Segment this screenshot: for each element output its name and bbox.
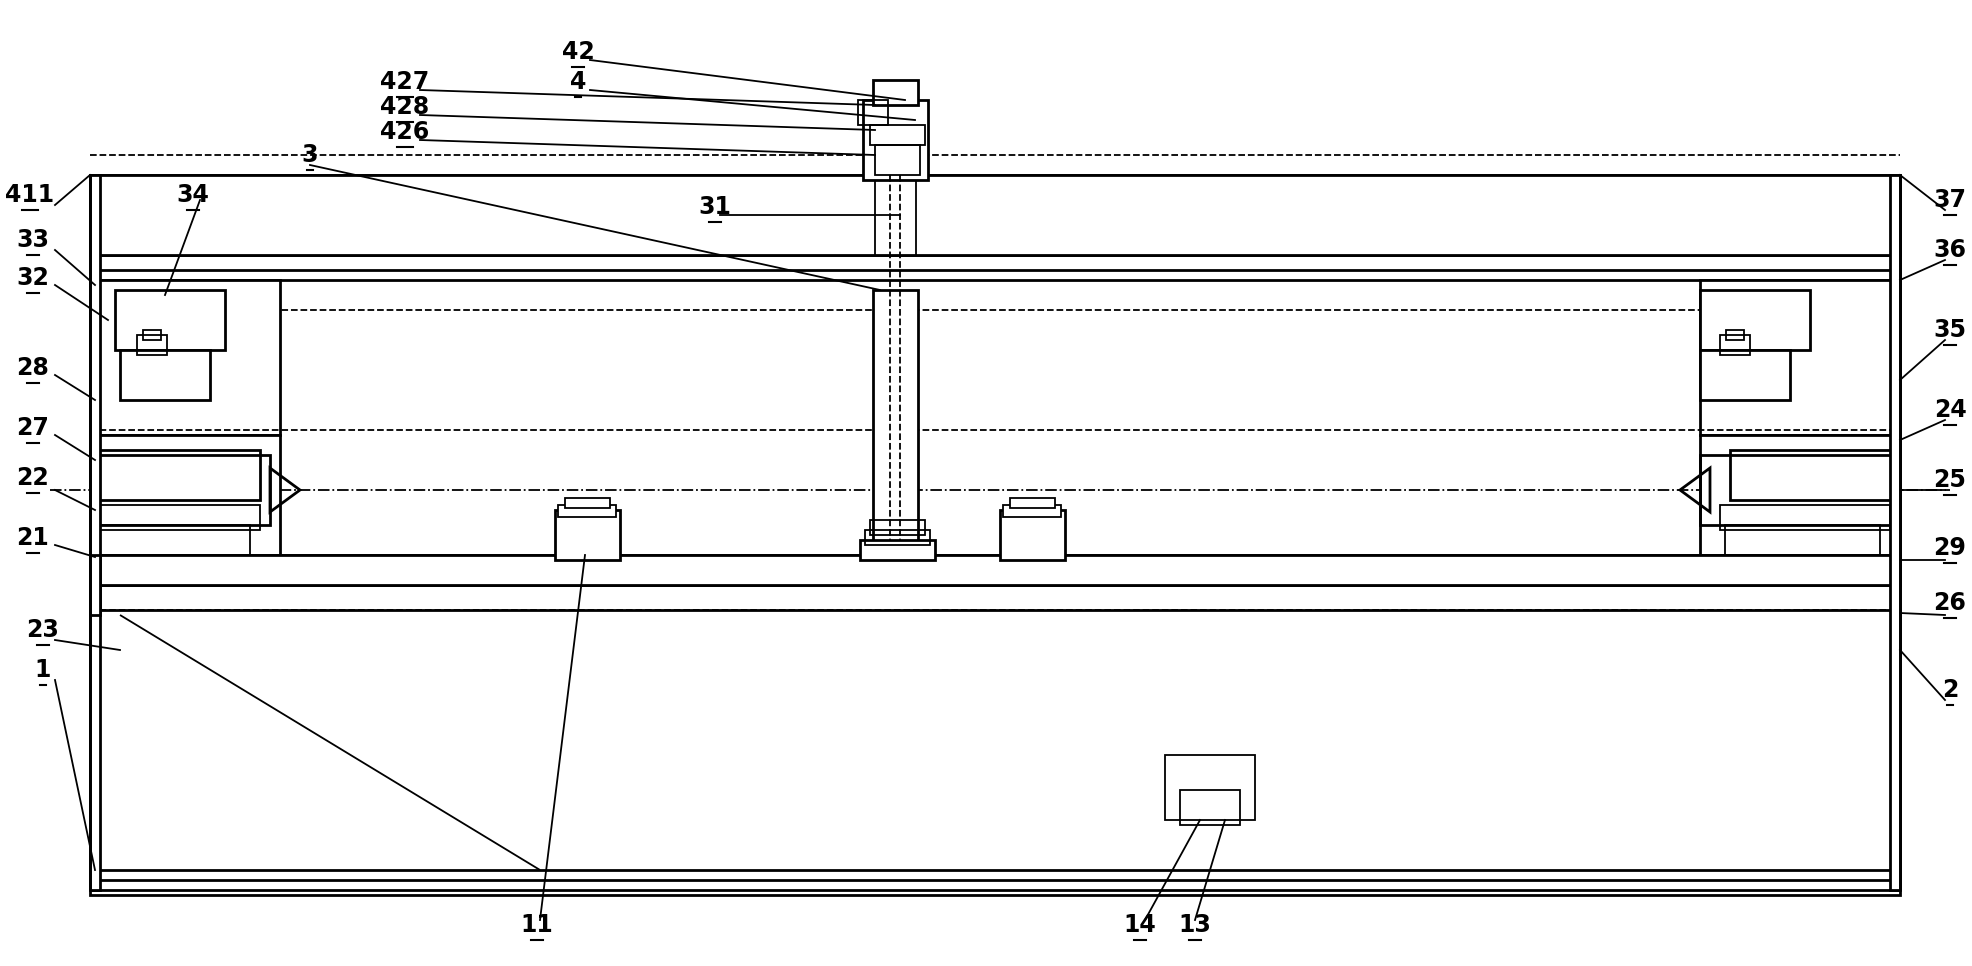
Text: 31: 31 <box>698 195 732 219</box>
Polygon shape <box>91 175 101 890</box>
Polygon shape <box>1700 290 1810 350</box>
Polygon shape <box>91 450 260 500</box>
Text: 33: 33 <box>16 228 49 252</box>
Text: 32: 32 <box>16 266 49 290</box>
Text: 34: 34 <box>177 183 209 207</box>
Text: 21: 21 <box>16 526 49 550</box>
Text: 35: 35 <box>1933 318 1966 342</box>
Polygon shape <box>91 175 1899 255</box>
Text: 13: 13 <box>1179 913 1211 937</box>
Polygon shape <box>91 610 1899 895</box>
Polygon shape <box>91 555 101 615</box>
Polygon shape <box>1889 175 1899 890</box>
Polygon shape <box>1000 510 1065 560</box>
Polygon shape <box>91 435 280 555</box>
Text: 4: 4 <box>570 70 586 94</box>
Text: 26: 26 <box>1935 591 1966 615</box>
Polygon shape <box>558 505 615 517</box>
Text: 42: 42 <box>562 40 594 64</box>
Text: 2: 2 <box>1942 678 1958 702</box>
Text: 28: 28 <box>16 356 49 380</box>
Polygon shape <box>860 540 935 560</box>
Polygon shape <box>554 510 619 560</box>
Text: 37: 37 <box>1933 188 1966 212</box>
Polygon shape <box>91 555 1899 585</box>
Text: 36: 36 <box>1933 238 1966 262</box>
Text: 25: 25 <box>1935 468 1966 492</box>
Polygon shape <box>864 100 929 180</box>
Text: 427: 427 <box>381 70 430 94</box>
Polygon shape <box>876 175 917 255</box>
Polygon shape <box>91 280 280 435</box>
Polygon shape <box>1004 505 1061 517</box>
Text: 24: 24 <box>1935 398 1966 422</box>
Polygon shape <box>874 290 919 555</box>
Text: 22: 22 <box>16 466 49 490</box>
Text: 11: 11 <box>521 913 554 937</box>
Polygon shape <box>566 498 609 508</box>
Polygon shape <box>1729 450 1899 500</box>
Text: 27: 27 <box>16 416 49 440</box>
Text: 29: 29 <box>1935 536 1966 560</box>
Text: 3: 3 <box>302 143 317 167</box>
Text: 23: 23 <box>26 618 59 642</box>
Polygon shape <box>114 290 225 350</box>
Polygon shape <box>1700 280 1899 435</box>
Polygon shape <box>1700 350 1791 400</box>
Polygon shape <box>1010 498 1055 508</box>
Text: 14: 14 <box>1124 913 1156 937</box>
Polygon shape <box>120 350 209 400</box>
Text: 426: 426 <box>381 120 430 144</box>
Text: 411: 411 <box>6 183 55 207</box>
Text: 428: 428 <box>381 95 430 119</box>
Polygon shape <box>1700 435 1899 555</box>
Polygon shape <box>874 80 919 105</box>
Text: 1: 1 <box>35 658 51 682</box>
